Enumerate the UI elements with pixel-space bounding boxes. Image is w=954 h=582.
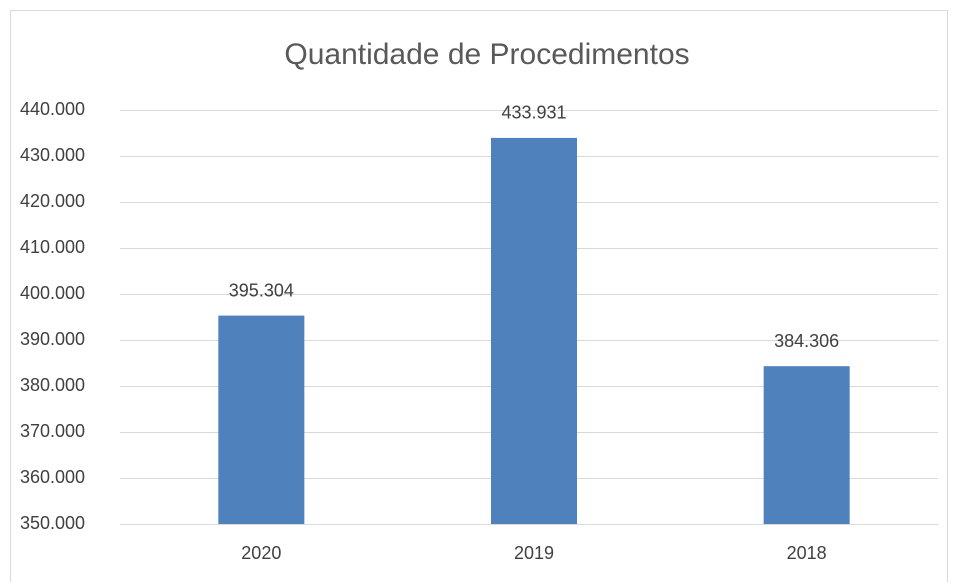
chart-title: Quantidade de Procedimentos: [284, 38, 689, 71]
data-label: 433.931: [501, 103, 566, 123]
bar: [491, 137, 577, 524]
x-tick-label: 2018: [787, 543, 827, 563]
bar: [763, 366, 850, 524]
y-tick-label: 420.000: [20, 191, 85, 211]
y-tick-label: 390.000: [20, 329, 85, 349]
bar: [218, 315, 305, 524]
y-tick-label: 370.000: [20, 421, 85, 441]
y-tick-label: 430.000: [20, 145, 85, 165]
x-tick-label: 2020: [241, 543, 281, 563]
data-label: 395.304: [229, 280, 294, 300]
y-tick-label: 380.000: [20, 375, 85, 395]
y-tick-label: 350.000: [20, 513, 85, 533]
y-tick-label: 410.000: [20, 237, 85, 257]
data-label: 384.306: [774, 331, 839, 351]
y-tick-label: 360.000: [20, 467, 85, 487]
y-tick-label: 400.000: [20, 283, 85, 303]
y-tick-label: 440.000: [20, 99, 85, 119]
x-tick-label: 2019: [514, 543, 554, 563]
